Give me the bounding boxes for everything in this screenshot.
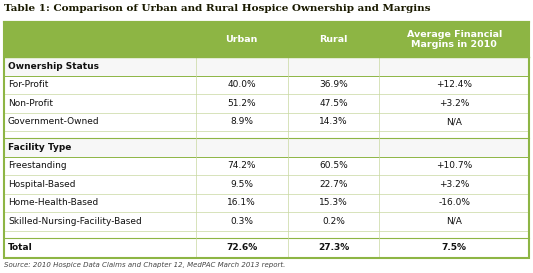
Text: +3.2%: +3.2%: [439, 99, 470, 108]
Text: 36.9%: 36.9%: [319, 80, 348, 89]
Text: Average Financial
Margins in 2010: Average Financial Margins in 2010: [407, 30, 502, 49]
Text: 9.5%: 9.5%: [230, 180, 253, 189]
Bar: [4, 57, 529, 76]
Text: 47.5%: 47.5%: [319, 99, 348, 108]
Text: 0.3%: 0.3%: [230, 217, 253, 226]
Bar: [4, 22, 529, 57]
Text: N/A: N/A: [446, 117, 462, 126]
Text: Source: 2010 Hospice Data Claims and Chapter 12, MedPAC March 2013 report.: Source: 2010 Hospice Data Claims and Cha…: [4, 262, 285, 268]
Text: Freestanding: Freestanding: [8, 161, 67, 170]
Bar: [4, 156, 529, 175]
Text: Total: Total: [8, 243, 33, 252]
Bar: [4, 230, 529, 238]
Text: Facility Type: Facility Type: [8, 143, 71, 152]
Bar: [4, 76, 529, 94]
Text: +3.2%: +3.2%: [439, 180, 470, 189]
Bar: [4, 238, 529, 257]
Text: Ownership Status: Ownership Status: [8, 62, 99, 71]
Text: Skilled-Nursing-Facility-Based: Skilled-Nursing-Facility-Based: [8, 217, 142, 226]
Text: 16.1%: 16.1%: [227, 198, 256, 207]
Text: -16.0%: -16.0%: [438, 198, 470, 207]
Text: Urban: Urban: [225, 35, 258, 44]
Text: 0.2%: 0.2%: [322, 217, 345, 226]
Text: 27.3%: 27.3%: [318, 243, 349, 252]
Bar: [4, 194, 529, 212]
Text: 60.5%: 60.5%: [319, 161, 348, 170]
Text: 51.2%: 51.2%: [227, 99, 256, 108]
Text: 7.5%: 7.5%: [442, 243, 467, 252]
Text: 8.9%: 8.9%: [230, 117, 253, 126]
Bar: [4, 112, 529, 131]
Text: 15.3%: 15.3%: [319, 198, 348, 207]
Text: 40.0%: 40.0%: [227, 80, 256, 89]
Bar: [4, 131, 529, 138]
Text: +10.7%: +10.7%: [436, 161, 472, 170]
Text: Hospital-Based: Hospital-Based: [8, 180, 76, 189]
Text: N/A: N/A: [446, 217, 462, 226]
Text: Rural: Rural: [319, 35, 348, 44]
Text: 74.2%: 74.2%: [227, 161, 256, 170]
Text: 72.6%: 72.6%: [226, 243, 257, 252]
Bar: [4, 138, 529, 156]
Text: Government-Owned: Government-Owned: [8, 117, 100, 126]
Text: Home-Health-Based: Home-Health-Based: [8, 198, 98, 207]
Bar: [4, 175, 529, 194]
Text: 14.3%: 14.3%: [319, 117, 348, 126]
Text: +12.4%: +12.4%: [436, 80, 472, 89]
Text: 22.7%: 22.7%: [319, 180, 348, 189]
Bar: [4, 212, 529, 230]
Text: Table 1: Comparison of Urban and Rural Hospice Ownership and Margins: Table 1: Comparison of Urban and Rural H…: [4, 4, 431, 13]
Text: Non-Profit: Non-Profit: [8, 99, 53, 108]
Bar: [4, 22, 529, 257]
Text: For-Profit: For-Profit: [8, 80, 49, 89]
Bar: [4, 94, 529, 112]
